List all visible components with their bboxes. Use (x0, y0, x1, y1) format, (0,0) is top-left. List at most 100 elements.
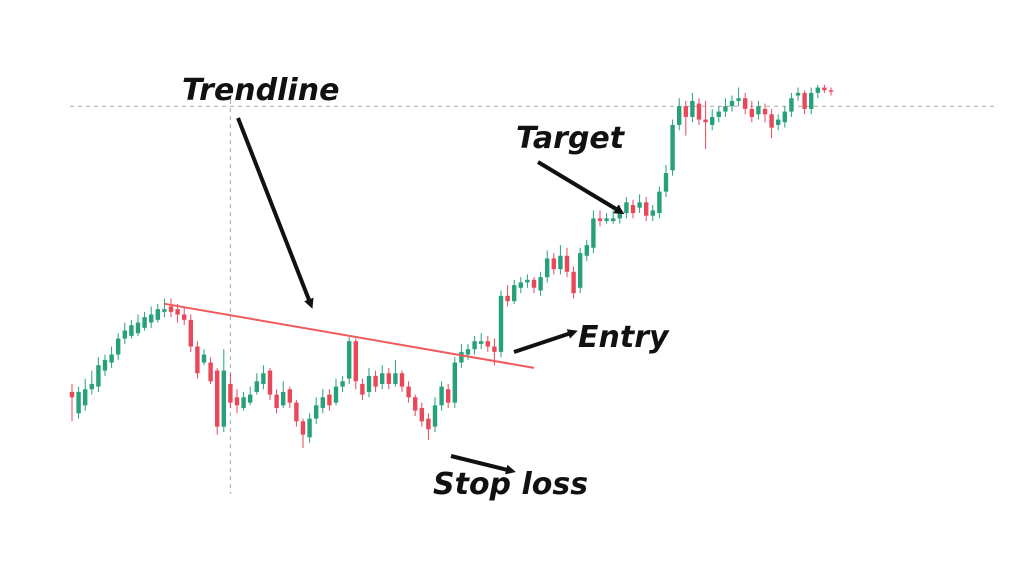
candle-13 (155, 303, 160, 323)
candle-body (314, 405, 319, 419)
candle-body (505, 295, 510, 302)
candle-22 (215, 367, 220, 435)
candle-39 (327, 389, 332, 411)
candle-108 (782, 106, 787, 128)
candle-36 (307, 413, 312, 443)
candle-5 (102, 354, 108, 376)
candle-17 (182, 306, 187, 326)
candle-body (518, 282, 523, 288)
candle-body (703, 119, 708, 123)
candle-94 (690, 92, 695, 123)
candle-body (452, 362, 457, 403)
annotations-group: Trendline Target Entry Stop loss (182, 73, 670, 502)
candle-111 (802, 90, 807, 115)
candle-114 (822, 84, 827, 93)
candle-82 (611, 210, 616, 224)
candle-61 (472, 335, 477, 355)
candle-body (201, 354, 207, 363)
candle-body (710, 116, 715, 125)
candle-body (690, 100, 695, 117)
candle-14 (162, 298, 167, 318)
candles-group (69, 84, 834, 448)
candle-body (248, 394, 253, 403)
candle-body (578, 253, 583, 288)
candle-106 (769, 108, 774, 139)
candle-body (413, 397, 418, 411)
candle-49 (393, 359, 398, 387)
candle-56 (439, 381, 444, 411)
candle-body (353, 341, 358, 382)
candle-body (274, 394, 279, 408)
candle-110 (795, 87, 801, 101)
candle-2 (83, 378, 88, 411)
candle-7 (116, 333, 121, 360)
candle-body (525, 279, 530, 283)
candle-11 (142, 311, 147, 331)
candle-body (749, 108, 754, 117)
candle-93 (683, 100, 688, 136)
candle-body (228, 383, 233, 403)
candle-89 (657, 186, 662, 219)
candle-47 (380, 365, 385, 390)
candle-98 (716, 106, 721, 123)
candle-100 (729, 95, 735, 112)
candle-37 (314, 397, 319, 424)
candle-body (558, 255, 563, 270)
candle-body (426, 418, 431, 430)
candle-body (512, 285, 517, 302)
candle-81 (604, 213, 609, 224)
candle-body (736, 98, 741, 101)
candle-67 (512, 279, 517, 304)
entry-arrow (513, 329, 578, 354)
candle-body (195, 346, 200, 374)
candle-body (723, 106, 728, 112)
candle-body (472, 341, 477, 350)
candle-90 (663, 164, 669, 198)
guide-lines (70, 100, 998, 494)
candle-body (333, 386, 339, 403)
candle-24 (228, 373, 233, 408)
candle-112 (809, 87, 814, 115)
candle-body (650, 210, 655, 216)
candle-74 (558, 245, 563, 275)
candle-4 (96, 357, 101, 392)
candle-18 (188, 314, 193, 352)
candle-28 (254, 373, 259, 395)
candle-body (743, 98, 748, 109)
candle-body (551, 258, 556, 270)
candle-95 (696, 98, 702, 125)
candle-body (459, 351, 464, 363)
candle-body (531, 279, 537, 288)
candle-104 (756, 100, 761, 120)
candle-body (479, 341, 484, 344)
candle-body (109, 354, 114, 363)
candle-86 (637, 194, 642, 214)
candle-body (828, 90, 834, 92)
candle-31 (274, 389, 279, 414)
candle-body (116, 338, 121, 355)
candle-88 (650, 205, 655, 222)
entry-label: Entry (578, 320, 670, 355)
candle-body (663, 172, 669, 192)
candle-62 (479, 333, 484, 350)
candle-0 (69, 383, 75, 422)
candle-body (756, 106, 761, 115)
candle-body (102, 359, 108, 371)
candle-body (683, 106, 688, 117)
candle-68 (518, 277, 523, 294)
candle-body (393, 373, 398, 384)
candle-body (399, 373, 405, 387)
candle-51 (406, 381, 411, 403)
candle-body (149, 314, 154, 323)
candle-50 (399, 370, 405, 392)
candle-20 (201, 349, 207, 366)
candle-57 (446, 383, 451, 408)
candle-70 (531, 277, 537, 294)
candle-body (215, 370, 220, 427)
candle-body (162, 309, 167, 312)
candle-body (135, 322, 141, 334)
candle-76 (571, 266, 576, 299)
candle-body (538, 277, 543, 291)
candle-35 (300, 418, 306, 448)
candle-10 (135, 314, 141, 336)
